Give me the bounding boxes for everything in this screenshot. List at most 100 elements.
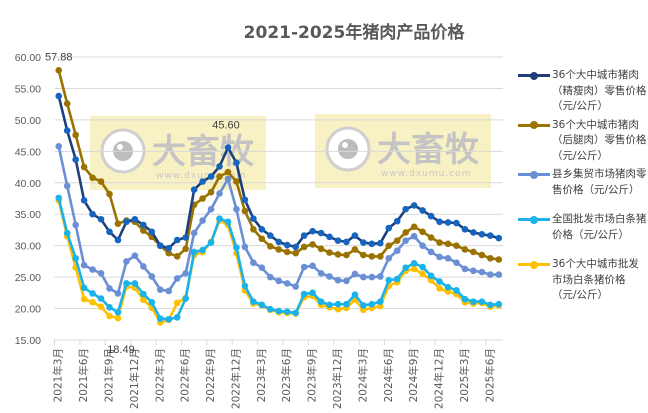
data-point[interactable] [402,229,409,236]
data-point[interactable] [427,212,435,220]
data-point[interactable] [453,287,460,294]
data-point[interactable] [190,186,198,193]
data-point[interactable] [470,248,477,256]
data-point[interactable] [393,275,401,283]
data-point[interactable] [343,238,350,246]
data-point[interactable] [207,205,215,213]
data-point[interactable] [182,270,189,277]
data-point[interactable] [309,262,316,270]
data-point[interactable] [250,298,257,305]
data-point[interactable] [63,100,71,107]
data-point[interactable] [156,286,164,293]
data-point[interactable] [89,266,96,273]
data-point[interactable] [114,220,122,227]
data-point[interactable] [148,273,156,280]
data-point[interactable] [63,229,71,237]
data-point[interactable] [453,219,460,227]
data-point[interactable] [419,242,426,249]
data-point[interactable] [106,285,113,292]
data-point[interactable] [190,248,198,256]
data-point[interactable] [241,282,249,290]
data-point[interactable] [283,280,291,287]
data-point[interactable] [453,259,460,266]
data-point[interactable] [393,217,401,225]
data-point[interactable] [478,251,486,259]
data-point[interactable] [114,290,122,297]
data-point[interactable] [334,251,342,258]
data-point[interactable] [224,218,232,226]
data-point[interactable] [63,182,71,190]
data-point[interactable] [487,254,494,262]
data-point[interactable] [343,251,350,259]
data-point[interactable] [165,315,173,323]
data-point[interactable] [63,127,71,134]
data-point[interactable] [368,300,376,308]
data-point[interactable] [461,265,469,273]
data-point[interactable] [140,296,147,304]
data-point[interactable] [427,248,435,256]
data-point[interactable] [360,302,367,309]
data-point[interactable] [495,300,503,308]
data-point[interactable] [207,173,215,180]
data-point[interactable] [207,188,215,196]
data-point[interactable] [114,314,122,322]
data-point[interactable] [470,229,477,236]
data-point[interactable] [258,235,266,243]
data-point[interactable] [368,273,376,281]
data-point[interactable] [495,234,503,242]
data-point[interactable] [444,283,452,291]
data-point[interactable] [258,301,266,309]
data-point[interactable] [283,248,291,256]
data-point[interactable] [351,246,359,253]
data-point[interactable] [410,259,418,267]
data-point[interactable] [123,280,130,287]
data-point[interactable] [224,144,232,151]
data-point[interactable] [461,295,469,303]
data-point[interactable] [182,245,189,253]
data-point[interactable] [334,300,342,308]
data-point[interactable] [275,238,283,246]
data-point[interactable] [385,242,393,249]
data-point[interactable] [165,249,173,257]
data-point[interactable] [233,178,240,185]
data-point[interactable] [199,217,206,224]
data-point[interactable] [351,270,359,278]
data-point[interactable] [292,309,299,317]
data-point[interactable] [97,215,105,223]
data-point[interactable] [241,196,249,204]
data-point[interactable] [106,228,113,236]
data-point[interactable] [385,254,393,262]
data-point[interactable] [148,298,156,306]
data-point[interactable] [419,263,426,271]
data-point[interactable] [309,241,316,248]
data-point[interactable] [131,280,139,287]
data-point[interactable] [199,178,206,185]
data-point[interactable] [368,240,376,248]
data-point[interactable] [444,240,452,248]
data-point[interactable] [114,236,122,244]
data-point[interactable] [131,252,139,260]
data-point[interactable] [250,259,257,266]
data-point[interactable] [275,277,283,285]
data-point[interactable] [376,253,384,260]
data-point[interactable] [478,268,486,276]
data-point[interactable] [173,275,181,282]
data-point[interactable] [80,284,88,292]
data-point[interactable] [487,232,494,239]
data-point[interactable] [495,271,503,278]
data-point[interactable] [317,270,325,277]
data-point[interactable] [292,243,299,251]
data-point[interactable] [283,241,291,249]
data-point[interactable] [334,276,342,284]
data-point[interactable] [182,295,189,302]
data-point[interactable] [317,229,325,237]
data-point[interactable] [478,231,486,238]
data-point[interactable] [89,298,96,306]
data-point[interactable] [173,314,181,321]
data-point[interactable] [436,218,443,226]
data-point[interactable] [292,249,299,257]
data-point[interactable] [106,312,113,320]
data-point[interactable] [461,246,469,253]
data-point[interactable] [55,194,63,202]
data-point[interactable] [182,234,189,241]
